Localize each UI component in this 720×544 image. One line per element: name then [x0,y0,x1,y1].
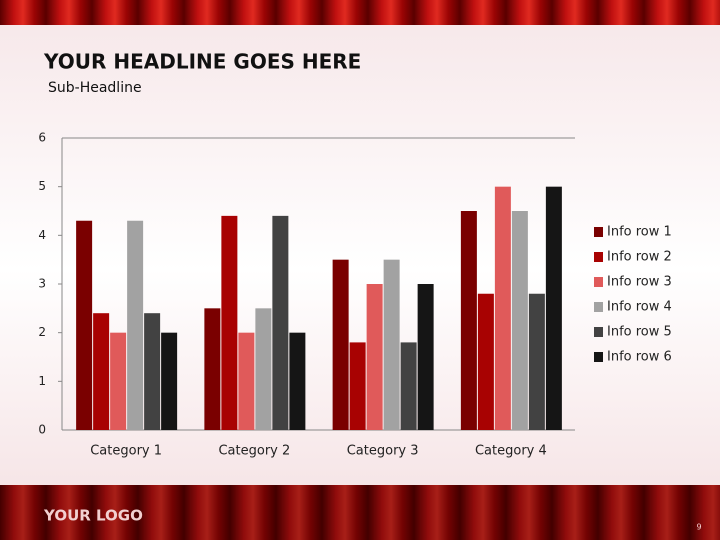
legend-swatch [594,277,603,287]
bar [494,186,511,430]
legend-label: Info row 1 [607,225,672,240]
bar [110,332,127,430]
bar [545,186,562,430]
bar [161,332,178,430]
y-tick-label: 5 [38,179,46,193]
legend-swatch [594,302,603,312]
page-number: 9 [696,523,701,532]
bar [332,259,349,430]
bar [366,284,383,430]
legend-label: Info row 5 [607,325,672,340]
bar [460,211,477,430]
legend-swatch [594,352,603,362]
bar [76,220,93,430]
legend-swatch [594,227,603,237]
bottom-curtain [0,485,720,540]
x-tick-label: Category 1 [90,444,162,459]
y-tick-label: 0 [38,423,46,437]
bar [255,308,272,430]
logo: YOUR LOGO [43,507,143,525]
headline: YOUR HEADLINE GOES HERE [43,50,361,74]
bar [127,220,144,430]
x-tick-label: Category 3 [347,444,419,459]
sub-headline: Sub-Headline [48,80,142,96]
legend-swatch [594,252,603,262]
legend-label: Info row 4 [607,300,672,315]
bar [238,332,255,430]
x-tick-label: Category 4 [475,444,547,459]
bar [144,313,161,430]
bar [477,293,494,430]
bottom-shade [0,485,720,540]
legend-label: Info row 6 [607,350,672,365]
bar [400,342,417,430]
bar [93,313,110,430]
legend-label: Info row 2 [607,250,672,265]
bar [272,215,289,430]
y-tick-label: 3 [38,277,46,291]
bar [511,211,528,430]
y-tick-label: 4 [38,228,46,242]
bar [204,308,221,430]
bar [417,284,434,430]
bar [349,342,366,430]
bar [221,215,238,430]
y-tick-label: 2 [38,325,46,339]
bar [528,293,545,430]
legend-swatch [594,327,603,337]
y-tick-label: 1 [38,374,46,388]
x-tick-label: Category 2 [218,444,290,459]
y-tick-label: 6 [38,131,46,145]
bar [289,332,306,430]
bar [383,259,400,430]
top-curtain [0,0,720,25]
legend-label: Info row 3 [607,275,672,290]
